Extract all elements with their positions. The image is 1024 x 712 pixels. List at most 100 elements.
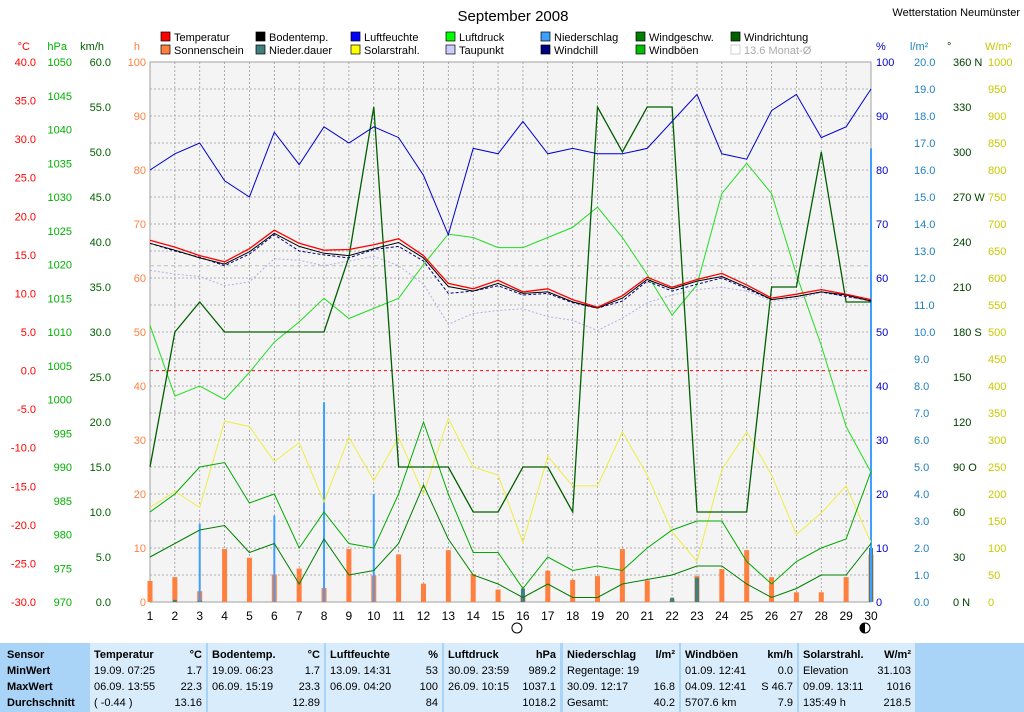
legend-item: Nieder.dauer <box>255 44 332 57</box>
stats-panel-title: Windböen <box>685 649 739 661</box>
tick-rain: 19.0 <box>914 84 935 96</box>
stats-cell-value: 31.103 <box>877 665 911 677</box>
tick-solar: 900 <box>988 111 1006 123</box>
tick-pressure: 990 <box>54 462 72 474</box>
svg-text:Luftdruck: Luftdruck <box>459 32 505 44</box>
bar-sonnenschein <box>744 550 750 602</box>
tick-dir: 30 <box>953 552 965 564</box>
stats-cell-value: 12.89 <box>292 697 320 709</box>
stats-cell-when: 06.09. 15:19 <box>212 681 274 693</box>
tick-pressure: 970 <box>54 597 72 609</box>
bar-sonnenschein <box>296 568 302 602</box>
bar-niederdauer <box>520 588 525 602</box>
stats-cell-value: 53 <box>425 665 438 677</box>
moon-first-quarter-icon <box>859 622 871 634</box>
tick-day: 26 <box>765 609 779 623</box>
stats-cell-when: 06.09. 04:20 <box>330 681 392 693</box>
tick-day: 11 <box>392 609 405 623</box>
legend-item: Windrichtung <box>730 31 808 44</box>
tick-rain: 18.0 <box>914 111 935 123</box>
stats-row-label: MaxWert <box>7 681 53 693</box>
stats-panel: Solarstrahl. W/m² Elevation 31.103 09.09. 13… <box>797 643 915 712</box>
tick-temp: 40.0 <box>15 57 36 69</box>
tick-day: 5 <box>246 609 253 623</box>
stats-panel-title: Niederschlag <box>567 649 637 661</box>
stats-cell-value: S 46.7 <box>761 681 793 693</box>
tick-temp: 10.0 <box>15 288 36 300</box>
tick-day: 27 <box>790 609 804 623</box>
stats-cell-when: 19.09. 06:23 <box>212 665 274 677</box>
tick-wind: 50.0 <box>90 147 111 159</box>
tick-pressure: 1025 <box>48 226 72 238</box>
tick-dir: 60 <box>953 507 965 519</box>
tick-pressure: 995 <box>54 428 72 440</box>
tick-pressure: 1030 <box>48 192 72 204</box>
tick-humidity: 40 <box>876 381 888 393</box>
stats-panel-title: Bodentemp. <box>212 649 276 661</box>
bar-sonnenschein <box>769 577 775 602</box>
tick-dir: 300 <box>953 147 971 159</box>
tick-rain: 8.0 <box>914 381 929 393</box>
series-solarstrahl <box>149 417 872 563</box>
stats-cell-when: 30.09. 12:17 <box>567 681 629 693</box>
series-luftfeuchte <box>149 88 872 237</box>
tick-sun: 50 <box>134 327 146 339</box>
tick-day: 7 <box>296 609 303 623</box>
stats-cell-value: 13.16 <box>174 697 202 709</box>
stats-cell-value: 1.7 <box>186 665 202 677</box>
bar-sonnenschein <box>172 577 178 602</box>
bar-sonnenschein <box>570 579 576 602</box>
tick-solar: 300 <box>988 435 1006 447</box>
weather-chart: 40.035.030.025.020.015.010.05.00.0-5.0-1… <box>11 7 1020 634</box>
tick-day: 13 <box>442 609 456 623</box>
tick-temp: 20.0 <box>15 211 36 223</box>
tick-temp: 0.0 <box>21 366 36 378</box>
tick-dir: 90 O <box>953 462 977 474</box>
tick-humidity: 70 <box>876 219 888 231</box>
tick-solar: 1000 <box>988 57 1012 69</box>
tick-rain: 17.0 <box>914 138 935 150</box>
tick-dir: 330 <box>953 102 971 114</box>
stats-cell-when: 01.09. 12:41 <box>685 665 747 677</box>
unit-rain: l/m² <box>910 41 929 53</box>
tick-temp: -5.0 <box>17 404 36 416</box>
tick-rain: 4.0 <box>914 489 929 501</box>
stats-cell-when: 26.09. 10:15 <box>448 681 510 693</box>
tick-day: 30 <box>864 609 878 623</box>
tick-pressure: 1035 <box>48 158 72 170</box>
tick-rain: 7.0 <box>914 408 929 420</box>
tick-dir: 120 <box>953 417 971 429</box>
tick-rain: 16.0 <box>914 165 935 177</box>
tick-pressure: 1000 <box>48 395 72 407</box>
tick-sun: 60 <box>134 273 146 285</box>
tick-dir: 180 S <box>953 327 982 339</box>
tick-day: 17 <box>541 609 555 623</box>
svg-text:Luftfeuchte: Luftfeuchte <box>364 32 418 44</box>
tick-solar: 150 <box>988 516 1006 528</box>
bar-niederschlag <box>273 515 276 602</box>
legend-item: Temperatur <box>160 31 230 44</box>
legend-item: Windchill <box>540 44 598 57</box>
unit-pressure: hPa <box>47 41 67 53</box>
svg-text:Windchill: Windchill <box>554 45 598 57</box>
bar-sonnenschein <box>843 577 849 602</box>
stats-cell-value: 100 <box>419 681 438 693</box>
tick-temp: -15.0 <box>11 481 36 493</box>
tick-day: 4 <box>221 609 228 623</box>
stats-panel-unit: °C <box>189 649 202 661</box>
legend-item: Taupunkt <box>445 44 504 57</box>
svg-text:Windgeschw.: Windgeschw. <box>649 32 714 44</box>
stats-panel: Temperatur °C 19.09. 07:25 1.7 06.09. 13:55 2… <box>88 643 206 712</box>
svg-text:Niederschlag: Niederschlag <box>554 32 618 44</box>
tick-temp: 30.0 <box>15 134 36 146</box>
bar-sonnenschein <box>719 569 725 602</box>
tick-wind: 5.0 <box>96 552 111 564</box>
stats-cell-value: 0.0 <box>777 665 793 677</box>
tick-humidity: 60 <box>876 273 888 285</box>
series-luftdruck <box>149 162 872 473</box>
tick-solar: 800 <box>988 165 1006 177</box>
tick-solar: 250 <box>988 462 1006 474</box>
tick-pressure: 985 <box>54 496 72 508</box>
svg-text:Windböen: Windböen <box>649 45 699 57</box>
tick-day: 12 <box>417 609 431 623</box>
